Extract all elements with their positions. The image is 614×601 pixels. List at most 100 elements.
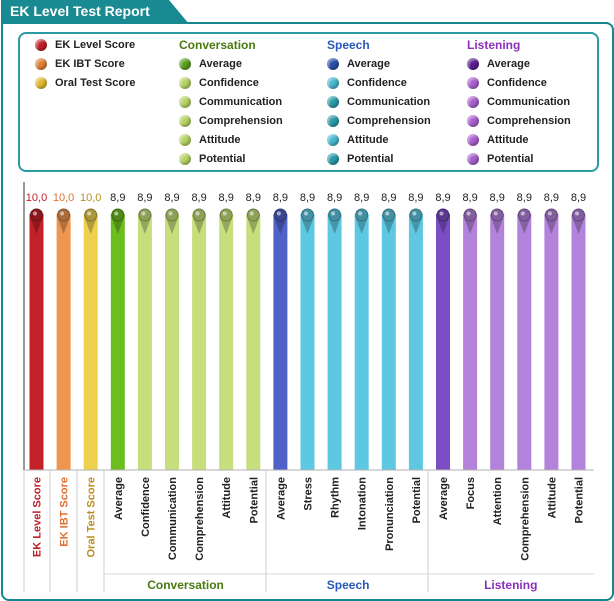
data-label: 8,9 bbox=[246, 192, 261, 204]
bar bbox=[354, 214, 369, 470]
pin-icon bbox=[247, 218, 260, 234]
pin-icon bbox=[138, 218, 151, 234]
pin-head-icon bbox=[436, 208, 450, 222]
bar bbox=[300, 214, 315, 470]
bar bbox=[571, 214, 586, 470]
legend-item: Average bbox=[327, 56, 390, 72]
pin-head-icon bbox=[301, 208, 314, 222]
pin-shine-icon bbox=[33, 211, 37, 216]
pin-icon bbox=[355, 218, 368, 234]
data-label: 8,9 bbox=[300, 192, 315, 204]
pin-shine-icon bbox=[439, 211, 444, 216]
legend-marker-icon bbox=[327, 58, 339, 70]
legend-item: Potential bbox=[467, 151, 533, 167]
legend-item: Attitude bbox=[467, 132, 529, 148]
pin-shine-icon bbox=[466, 211, 471, 216]
data-label: 8,9 bbox=[435, 192, 450, 204]
x-tick-label: EK Level Score bbox=[32, 477, 44, 557]
data-label: 8,9 bbox=[273, 192, 288, 204]
x-tick-label: Average bbox=[438, 477, 450, 520]
pin-shine-icon bbox=[87, 211, 92, 216]
pin-icon bbox=[166, 218, 178, 234]
x-tick-label: Stress bbox=[303, 477, 315, 511]
legend-marker-icon bbox=[35, 58, 47, 70]
pin-head-icon bbox=[463, 208, 477, 222]
legend-item: Confidence bbox=[179, 75, 259, 91]
legend-marker-icon bbox=[467, 58, 479, 70]
pin-shine-icon bbox=[331, 211, 336, 216]
legend-marker-icon bbox=[179, 96, 191, 108]
x-tick-label: Comprehension bbox=[194, 477, 206, 561]
pin-icon bbox=[518, 218, 531, 234]
bar bbox=[517, 214, 532, 470]
bar bbox=[463, 214, 478, 470]
legend-marker-icon bbox=[179, 115, 191, 127]
pin-icon bbox=[409, 218, 422, 234]
x-tick-label: Rhythm bbox=[330, 477, 342, 518]
data-label: 8,9 bbox=[137, 192, 152, 204]
pin-head-icon bbox=[355, 208, 369, 222]
legend bbox=[18, 32, 599, 172]
legend-item: Potential bbox=[179, 151, 245, 167]
legend-marker-icon bbox=[327, 96, 339, 108]
pin-head-icon bbox=[382, 208, 396, 222]
legend-item: Attitude bbox=[179, 132, 241, 148]
legend-marker-icon bbox=[327, 153, 339, 165]
data-label: 10,0 bbox=[80, 192, 101, 204]
x-tick-label: Attitude bbox=[221, 477, 233, 519]
data-label: 8,9 bbox=[191, 192, 206, 204]
legend-group-title: Listening bbox=[467, 38, 521, 52]
pin-icon bbox=[491, 218, 504, 234]
legend-marker-icon bbox=[467, 153, 479, 165]
pin-head-icon bbox=[544, 208, 558, 222]
bar bbox=[29, 214, 44, 470]
pin-shine-icon bbox=[141, 211, 146, 216]
data-label: 10,0 bbox=[26, 192, 47, 204]
pin-icon bbox=[57, 218, 70, 234]
legend-item: Average bbox=[467, 56, 530, 72]
pin-head-icon bbox=[273, 208, 287, 222]
x-tick-label: Communication bbox=[167, 477, 179, 560]
pin-icon bbox=[464, 218, 477, 234]
pin-shine-icon bbox=[222, 211, 227, 216]
pin-head-icon bbox=[572, 208, 585, 222]
pin-head-icon bbox=[111, 208, 125, 222]
x-tick-label: Confidence bbox=[140, 477, 152, 537]
legend-marker-icon bbox=[179, 153, 191, 165]
pin-head-icon bbox=[84, 208, 98, 222]
pin-icon bbox=[572, 218, 585, 234]
pin-head-icon bbox=[138, 208, 152, 222]
data-label: 8,9 bbox=[517, 192, 532, 204]
pin-shine-icon bbox=[195, 211, 200, 216]
data-label: 8,9 bbox=[327, 192, 342, 204]
x-tick-label: Focus bbox=[465, 477, 477, 509]
legend-marker-icon bbox=[179, 134, 191, 146]
data-label: 8,9 bbox=[408, 192, 423, 204]
legend-marker-icon bbox=[327, 115, 339, 127]
data-label: 8,9 bbox=[544, 192, 559, 204]
legend-item: Comprehension bbox=[327, 113, 431, 129]
legend-item: EK Level Score bbox=[35, 37, 135, 53]
pin-head-icon bbox=[165, 208, 179, 222]
pin-shine-icon bbox=[547, 211, 552, 216]
bar bbox=[544, 214, 559, 470]
legend-item: Comprehension bbox=[467, 113, 571, 129]
bar bbox=[381, 214, 396, 470]
pin-shine-icon bbox=[520, 211, 525, 216]
legend-item: Oral Test Score bbox=[35, 75, 136, 91]
legend-marker-icon bbox=[467, 96, 479, 108]
pin-shine-icon bbox=[60, 211, 65, 216]
x-tick-label: Attention bbox=[492, 477, 504, 526]
x-tick-label: Potential bbox=[574, 477, 586, 523]
legend-group-title: Speech bbox=[327, 38, 370, 52]
pin-head-icon bbox=[30, 208, 43, 222]
report-title: EK Level Test Report bbox=[10, 3, 150, 19]
pin-shine-icon bbox=[249, 211, 254, 216]
legend-marker-icon bbox=[35, 39, 47, 51]
pin-icon bbox=[545, 218, 558, 234]
x-tick-label: Intonation bbox=[357, 477, 369, 530]
pin-icon bbox=[30, 218, 43, 234]
data-label: 8,9 bbox=[571, 192, 586, 204]
legend-item: Comprehension bbox=[179, 113, 283, 129]
pin-head-icon bbox=[409, 208, 423, 222]
